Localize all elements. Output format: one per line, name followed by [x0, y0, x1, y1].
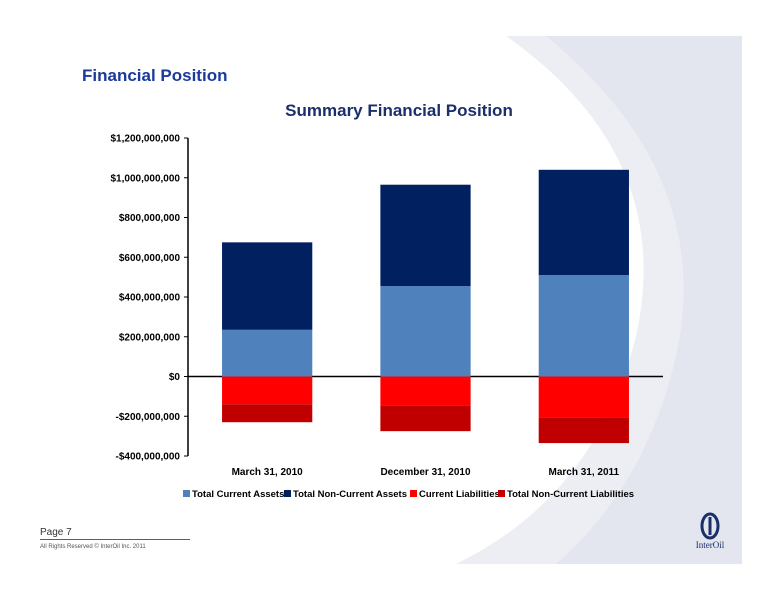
chart-title: Summary Financial Position	[285, 101, 513, 120]
y-tick-label: $600,000,000	[119, 253, 181, 264]
y-tick-label: $800,000,000	[119, 213, 181, 224]
page-number: Page 7	[40, 527, 72, 538]
bar-segment	[538, 275, 629, 377]
logo-wordmark: InterOil	[695, 540, 725, 550]
legend-swatch	[498, 490, 505, 497]
bars	[222, 169, 629, 444]
page-title: Financial Position	[82, 66, 228, 85]
legend-label: Total Current Assets	[192, 489, 284, 500]
bar-segment	[222, 329, 313, 377]
y-tick-label: $0	[169, 372, 181, 383]
legend-label: Total Non-Current Liabilities	[507, 489, 634, 500]
bar-segment	[222, 376, 313, 405]
bar-segment	[538, 417, 629, 444]
y-tick-label: $200,000,000	[119, 332, 181, 343]
y-tick-label: $400,000,000	[119, 293, 181, 304]
bar-segment	[380, 286, 471, 377]
bar-segment	[380, 405, 471, 432]
legend-swatch	[183, 490, 190, 497]
legend-label: Total Non-Current Assets	[293, 489, 407, 500]
x-tick-label: December 31, 2010	[380, 467, 471, 478]
x-tick-label: March 31, 2010	[232, 467, 304, 478]
x-tick-label: March 31, 2011	[549, 467, 620, 478]
legend-swatch	[284, 490, 291, 497]
y-tick-label: -$200,000,000	[115, 412, 180, 423]
legend-label: Current Liabilities	[419, 489, 500, 500]
footer-divider	[40, 539, 190, 540]
x-axis-labels: March 31, 2010 December 31, 2010 March 31,…	[232, 467, 620, 478]
background-swirl	[456, 36, 742, 564]
bar-segment	[380, 376, 471, 406]
interoil-logo-icon	[700, 512, 720, 540]
y-tick-label: $1,000,000,000	[110, 173, 180, 184]
legend-swatch	[410, 490, 417, 497]
bar-segment	[222, 404, 313, 423]
y-tick-label: -$400,000,000	[115, 452, 180, 463]
copyright-text: All Rights Reserved © InterOil Inc. 2011	[40, 544, 146, 550]
bar-segment	[538, 169, 629, 276]
slide: Financial Position Summary Financial Pos…	[36, 36, 742, 564]
summary-financial-position-chart: Summary Financial Position $1,200,000,00…	[110, 101, 663, 500]
bar-segment	[380, 184, 471, 287]
bar-segment	[538, 376, 629, 418]
bar-segment	[222, 242, 313, 330]
legend: Total Current Assets Total Non-Current As…	[183, 489, 634, 500]
y-tick-label: $1,200,000,000	[110, 134, 180, 145]
